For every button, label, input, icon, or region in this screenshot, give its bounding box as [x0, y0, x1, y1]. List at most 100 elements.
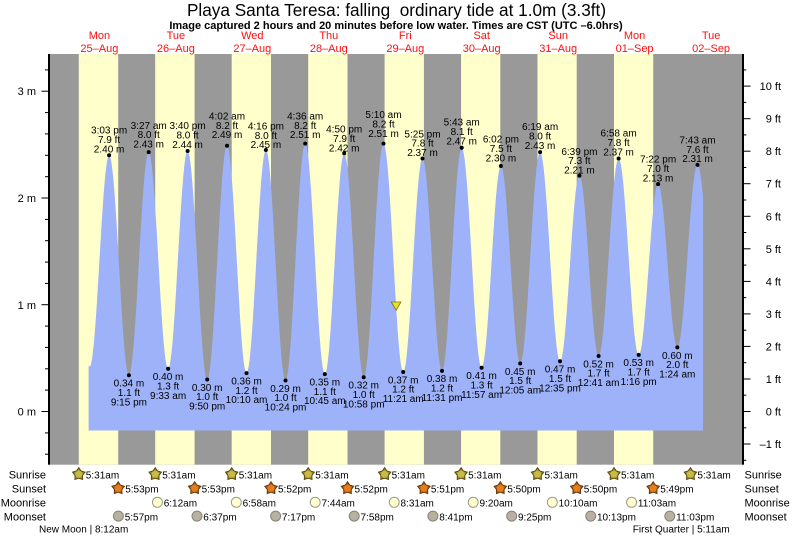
svg-text:8.0 ft: 8.0 ft — [529, 132, 551, 143]
svg-text:Sat: Sat — [473, 30, 490, 42]
svg-text:7.6 ft: 7.6 ft — [686, 145, 708, 156]
svg-text:6:02 pm: 6:02 pm — [483, 135, 519, 146]
svg-text:5:31am: 5:31am — [239, 470, 272, 481]
svg-text:2.13 m: 2.13 m — [643, 173, 674, 184]
svg-text:2.44 m: 2.44 m — [172, 140, 203, 151]
svg-text:2.47 m: 2.47 m — [446, 137, 477, 148]
svg-text:10:10 am: 10:10 am — [226, 395, 268, 406]
svg-text:12:35 pm: 12:35 pm — [539, 383, 581, 394]
svg-text:11:03am: 11:03am — [638, 499, 676, 510]
svg-text:10:13pm: 10:13pm — [597, 512, 636, 523]
svg-text:5:31am: 5:31am — [392, 470, 425, 481]
svg-text:0.38 m: 0.38 m — [427, 374, 458, 385]
svg-text:28–Aug: 28–Aug — [310, 43, 348, 55]
svg-text:10:24 pm: 10:24 pm — [265, 403, 307, 414]
svg-text:5:31am: 5:31am — [621, 470, 654, 481]
svg-text:Moonrise: Moonrise — [745, 498, 790, 510]
svg-text:Moonset: Moonset — [4, 512, 46, 524]
svg-text:7.9 ft: 7.9 ft — [98, 135, 120, 146]
svg-text:3 ft: 3 ft — [766, 309, 781, 321]
svg-text:–1 ft: –1 ft — [760, 439, 781, 451]
svg-text:5:43 am: 5:43 am — [444, 118, 480, 129]
svg-text:1.1 ft: 1.1 ft — [118, 388, 140, 399]
svg-text:2.43 m: 2.43 m — [133, 140, 164, 151]
svg-text:7:43 am: 7:43 am — [679, 135, 715, 146]
svg-text:7:44am: 7:44am — [322, 499, 355, 510]
svg-text:1.3 ft: 1.3 ft — [157, 382, 179, 393]
svg-text:8.0 ft: 8.0 ft — [176, 131, 198, 142]
svg-text:Moonrise: Moonrise — [1, 498, 46, 510]
svg-text:5:31am: 5:31am — [86, 470, 119, 481]
svg-text:0.29 m: 0.29 m — [270, 384, 301, 395]
svg-text:1 ft: 1 ft — [766, 374, 781, 386]
svg-text:5:52pm: 5:52pm — [278, 485, 311, 496]
svg-text:7.9 ft: 7.9 ft — [333, 134, 355, 145]
svg-text:5:52pm: 5:52pm — [355, 485, 388, 496]
svg-text:0.47 m: 0.47 m — [545, 365, 576, 376]
svg-text:1.2 ft: 1.2 ft — [431, 384, 453, 395]
svg-text:5:31am: 5:31am — [468, 470, 501, 481]
svg-text:Thu: Thu — [319, 30, 338, 42]
svg-text:29–Aug: 29–Aug — [386, 43, 424, 55]
svg-text:6:58 am: 6:58 am — [601, 129, 637, 140]
svg-text:8:31am: 8:31am — [401, 499, 434, 510]
svg-text:9:20am: 9:20am — [480, 499, 513, 510]
svg-text:26–Aug: 26–Aug — [157, 43, 195, 55]
svg-text:Sunrise: Sunrise — [745, 470, 782, 482]
svg-text:Wed: Wed — [241, 30, 263, 42]
svg-text:6:37pm: 6:37pm — [203, 512, 236, 523]
svg-text:10:58 pm: 10:58 pm — [343, 399, 385, 410]
svg-text:1.7 ft: 1.7 ft — [587, 369, 609, 380]
svg-text:1.3 ft: 1.3 ft — [470, 380, 492, 391]
svg-text:2.40 m: 2.40 m — [94, 144, 125, 155]
svg-text:5:53pm: 5:53pm — [125, 485, 158, 496]
svg-text:Sunset: Sunset — [745, 484, 779, 496]
svg-text:3 m: 3 m — [18, 86, 36, 98]
svg-text:First Quarter | 5:11am: First Quarter | 5:11am — [633, 525, 730, 536]
svg-text:0.60 m: 0.60 m — [662, 351, 693, 362]
svg-text:8.2 ft: 8.2 ft — [372, 119, 394, 130]
svg-text:5:51pm: 5:51pm — [431, 485, 464, 496]
svg-text:2.51 m: 2.51 m — [368, 129, 399, 140]
svg-text:7:17pm: 7:17pm — [282, 512, 315, 523]
svg-text:1.7 ft: 1.7 ft — [628, 368, 650, 379]
svg-text:27–Aug: 27–Aug — [233, 43, 271, 55]
svg-text:0.41 m: 0.41 m — [466, 371, 497, 382]
svg-text:8.0 ft: 8.0 ft — [138, 130, 160, 141]
svg-text:Sunrise: Sunrise — [9, 470, 46, 482]
svg-text:4:50 pm: 4:50 pm — [326, 125, 362, 136]
svg-text:0.40 m: 0.40 m — [153, 372, 184, 383]
svg-text:3:27 am: 3:27 am — [131, 121, 167, 132]
svg-text:7:22 pm: 7:22 pm — [640, 155, 676, 166]
svg-text:2.37 m: 2.37 m — [407, 148, 438, 159]
svg-text:9:25pm: 9:25pm — [518, 512, 551, 523]
svg-text:5:31am: 5:31am — [697, 470, 730, 481]
svg-text:1.0 ft: 1.0 ft — [353, 390, 375, 401]
svg-text:6:19 am: 6:19 am — [522, 122, 558, 133]
svg-text:New Moon | 8:12am: New Moon | 8:12am — [39, 525, 128, 536]
svg-text:11:31 pm: 11:31 pm — [422, 393, 463, 404]
svg-text:8.2 ft: 8.2 ft — [294, 121, 316, 132]
svg-text:4:36 am: 4:36 am — [287, 111, 323, 122]
svg-text:0.45 m: 0.45 m — [505, 367, 536, 378]
svg-text:6:58am: 6:58am — [243, 499, 276, 510]
svg-text:7 ft: 7 ft — [766, 179, 781, 191]
svg-text:1.5 ft: 1.5 ft — [549, 374, 571, 385]
svg-text:5:50pm: 5:50pm — [584, 485, 617, 496]
svg-text:10:10am: 10:10am — [559, 499, 598, 510]
svg-text:6:12am: 6:12am — [164, 499, 197, 510]
svg-text:9:15 pm: 9:15 pm — [111, 397, 147, 408]
svg-text:9:33 am: 9:33 am — [150, 391, 186, 402]
svg-text:1.2 ft: 1.2 ft — [392, 385, 414, 396]
svg-text:5:10 am: 5:10 am — [365, 110, 401, 121]
svg-text:9 ft: 9 ft — [766, 114, 781, 126]
svg-text:5:31am: 5:31am — [545, 470, 578, 481]
svg-text:01–Sep: 01–Sep — [616, 43, 654, 55]
svg-text:5 ft: 5 ft — [766, 244, 781, 256]
svg-text:2.37 m: 2.37 m — [603, 147, 634, 158]
svg-text:7:58pm: 7:58pm — [361, 512, 394, 523]
svg-text:10 ft: 10 ft — [760, 81, 781, 93]
svg-text:10:45 am: 10:45 am — [304, 396, 346, 407]
svg-text:1.2 ft: 1.2 ft — [235, 386, 257, 397]
svg-text:0.53 m: 0.53 m — [623, 358, 654, 369]
